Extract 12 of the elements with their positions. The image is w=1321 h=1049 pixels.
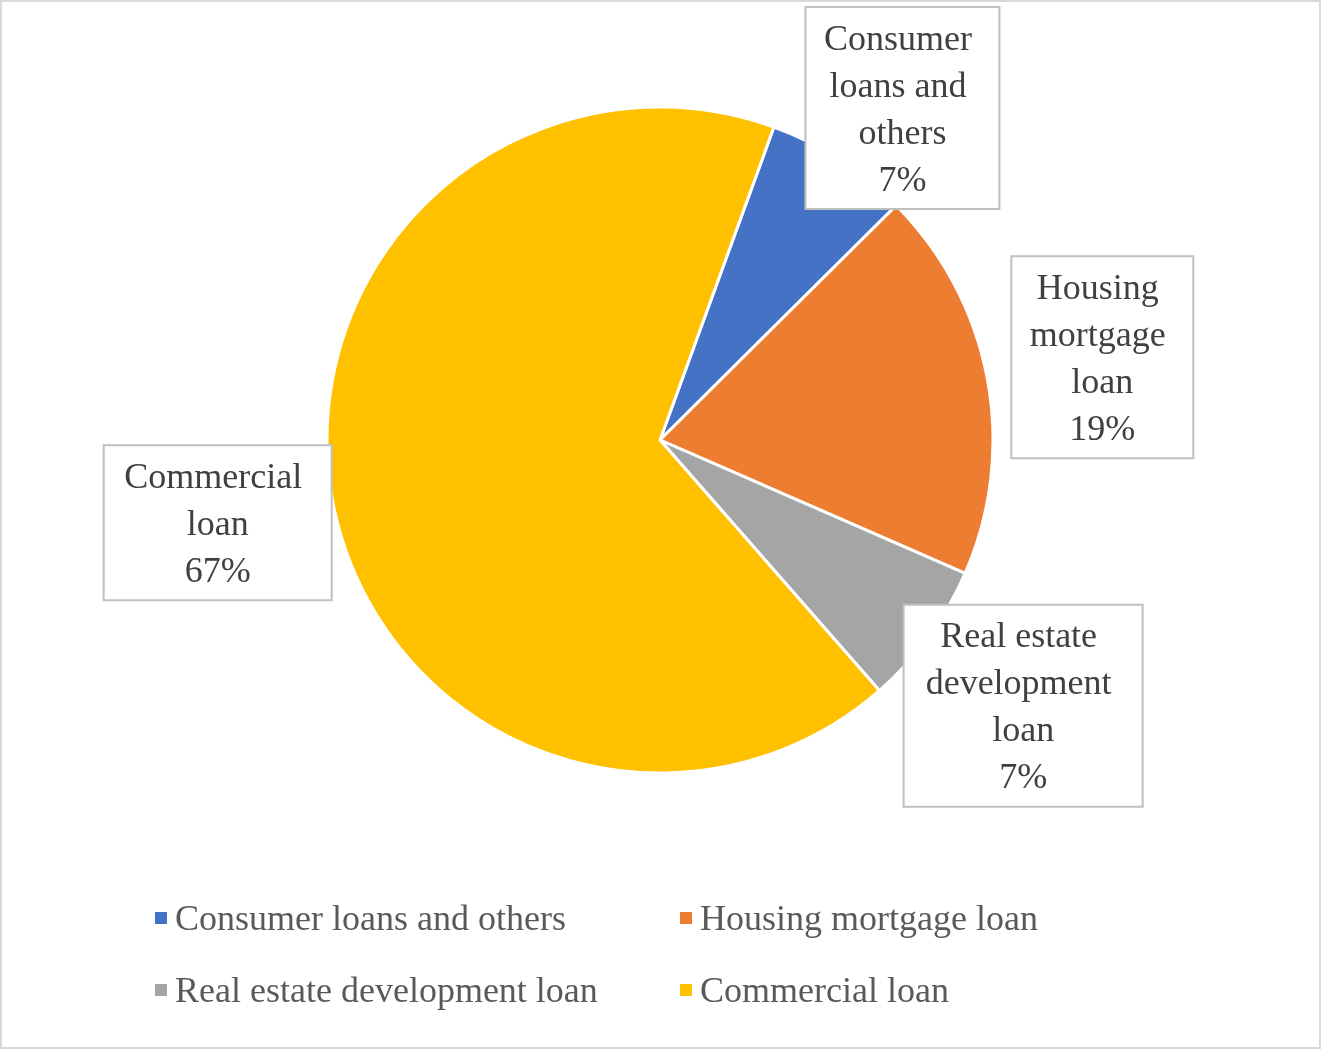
legend-label: Commercial loan — [700, 970, 949, 1010]
data-label: 67% — [184, 549, 251, 590]
legend-label: Consumer loans and others — [175, 898, 566, 938]
legend-label: Housing mortgage loan — [700, 898, 1038, 938]
data-label: 7% — [999, 756, 1048, 797]
slice-label: Housing mortgage loan — [1029, 266, 1175, 401]
slice-label: Commercial loan — [124, 455, 312, 543]
data-label: 7% — [878, 158, 927, 199]
legend-label: Real estate development loan — [175, 970, 598, 1010]
slice-label: Consumer loans and others — [823, 17, 981, 152]
slice-label: Real estate development loan — [925, 615, 1121, 750]
data-label: 19% — [1069, 407, 1136, 448]
